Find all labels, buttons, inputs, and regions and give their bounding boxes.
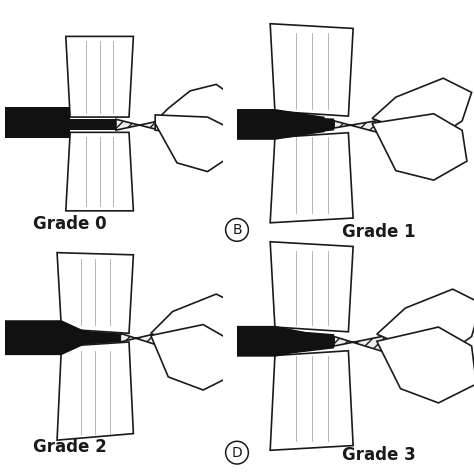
Polygon shape (270, 351, 353, 450)
Polygon shape (275, 116, 334, 137)
Polygon shape (116, 110, 212, 143)
Polygon shape (0, 320, 88, 355)
Polygon shape (57, 253, 133, 333)
Polygon shape (225, 326, 325, 357)
Polygon shape (155, 84, 238, 137)
Text: Grade 0: Grade 0 (33, 215, 107, 233)
Polygon shape (372, 114, 467, 180)
Text: D: D (232, 446, 242, 460)
Polygon shape (270, 24, 353, 116)
Polygon shape (66, 132, 133, 211)
Polygon shape (372, 78, 472, 140)
Polygon shape (334, 109, 450, 152)
Polygon shape (155, 115, 234, 172)
Polygon shape (66, 36, 133, 117)
Text: Grade 1: Grade 1 (342, 223, 416, 241)
Polygon shape (225, 109, 325, 140)
Polygon shape (0, 107, 70, 138)
Text: B: B (232, 223, 242, 237)
Polygon shape (270, 242, 353, 332)
Polygon shape (334, 322, 457, 374)
Polygon shape (377, 289, 474, 360)
Polygon shape (62, 329, 120, 346)
Polygon shape (270, 133, 353, 223)
Polygon shape (377, 327, 474, 403)
Text: Grade 2: Grade 2 (33, 438, 107, 456)
Polygon shape (57, 342, 133, 440)
Polygon shape (151, 325, 238, 390)
Polygon shape (120, 320, 216, 364)
Polygon shape (275, 329, 334, 356)
Text: Grade 3: Grade 3 (342, 446, 416, 464)
Polygon shape (70, 119, 116, 130)
Polygon shape (151, 294, 242, 355)
